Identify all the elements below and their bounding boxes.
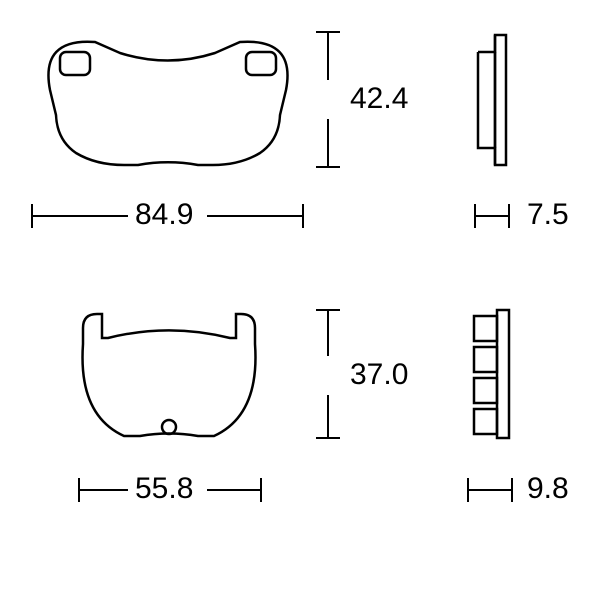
- dim-top-width: 84.9: [135, 198, 193, 232]
- diagram-container: 84.9 42.4 7.5 55.8 37.0 9.8: [0, 0, 600, 600]
- dim-top-height: 42.4: [350, 82, 408, 116]
- dim-bot-thick: 9.8: [527, 472, 569, 506]
- dim-bot-width: 55.8: [135, 472, 193, 506]
- dim-top-thick: 7.5: [527, 198, 569, 232]
- dim-bot-height: 37.0: [350, 358, 408, 392]
- dimension-lines: [0, 0, 600, 600]
